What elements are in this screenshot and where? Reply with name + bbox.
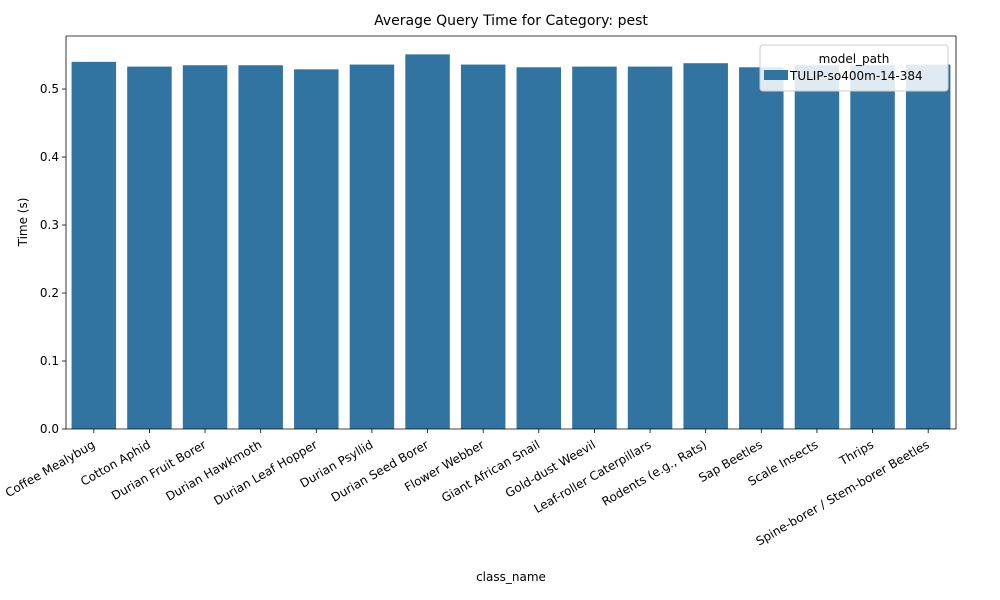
- bar-2: [182, 65, 228, 430]
- bar-1: [127, 66, 172, 429]
- bar-15: [905, 64, 951, 429]
- bar-0: [71, 61, 117, 430]
- x-tick-label-4: Durian Leaf Hopper: [211, 437, 319, 508]
- bar-4: [294, 69, 339, 429]
- bars-layer: [71, 54, 951, 430]
- bar-6: [405, 54, 450, 430]
- y-tick-label-4: 0.4: [40, 150, 59, 164]
- y-tick-label-2: 0.2: [40, 286, 59, 300]
- bar-7: [460, 64, 506, 429]
- x-tick-label-8: Giant African Snail: [439, 437, 542, 505]
- legend-swatch: [764, 70, 788, 80]
- y-tick-label-5: 0.5: [40, 82, 59, 96]
- legend: model_path TULIP-so400m-14-384: [759, 44, 949, 92]
- y-axis-title: Time (s): [16, 198, 30, 248]
- bar-12: [739, 67, 784, 429]
- bar-14: [850, 65, 895, 430]
- bar-8: [516, 67, 562, 429]
- legend-frame: [759, 44, 949, 92]
- y-tick-label-0: 0.0: [40, 422, 59, 436]
- x-tick-label-11: Rodents (e.g., Rats): [600, 437, 710, 508]
- chart-title: Average Query Time for Category: pest: [374, 13, 648, 29]
- y-tick-label-1: 0.1: [40, 354, 59, 368]
- bar-11: [683, 63, 728, 429]
- x-tick-label-2: Durian Fruit Borer: [109, 437, 209, 503]
- bar-9: [572, 66, 617, 429]
- y-tick-label-3: 0.3: [40, 218, 59, 232]
- legend-series-label: TULIP-so400m-14-384: [789, 69, 923, 83]
- bar-13: [794, 65, 840, 430]
- x-tick-label-0: Coffee Mealybug: [3, 437, 97, 500]
- bar-10: [627, 66, 673, 429]
- legend-title: model_path: [819, 52, 890, 66]
- x-tick-label-6: Durian Seed Borer: [329, 437, 432, 504]
- x-axis-title: class_name: [476, 570, 546, 584]
- bar-5: [349, 64, 395, 429]
- bar-3: [238, 65, 283, 430]
- x-tick-label-14: Thrips: [836, 437, 876, 468]
